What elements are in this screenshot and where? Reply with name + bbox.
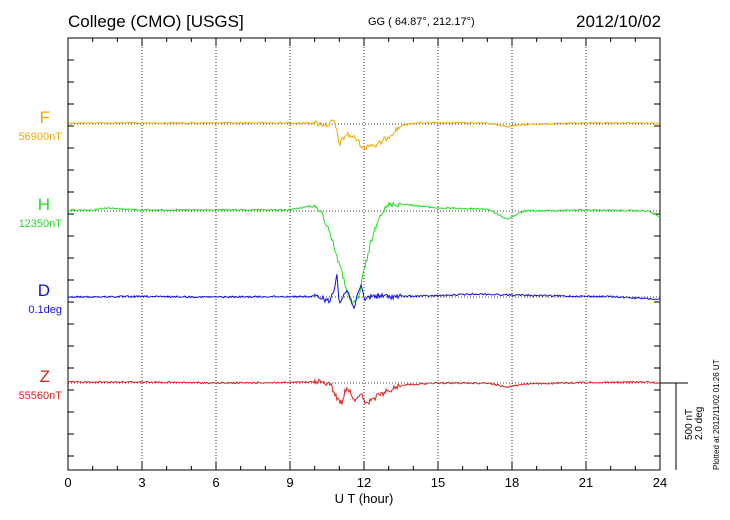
component-label-d: D bbox=[37, 281, 50, 300]
scale-bar bbox=[660, 382, 688, 470]
plot-date: 2012/10/02 bbox=[576, 12, 662, 31]
x-tick-label: 15 bbox=[431, 475, 445, 490]
scale-bar-deg: 2.0 deg bbox=[694, 406, 705, 440]
x-tick-label: 21 bbox=[579, 475, 593, 490]
x-tick-label: 3 bbox=[138, 475, 145, 490]
series-line-f bbox=[67, 119, 661, 151]
station-title: College (CMO) [USGS] bbox=[68, 12, 244, 31]
x-tick-label: 24 bbox=[653, 475, 667, 490]
station-coords: GG ( 64.87°, 212.17°) bbox=[368, 16, 475, 28]
component-label-h: H bbox=[37, 195, 50, 214]
x-tick-label: 9 bbox=[286, 475, 293, 490]
grid-lines bbox=[141, 38, 587, 470]
baseline-label-h: 12350nT bbox=[18, 218, 62, 230]
x-tick-label: 18 bbox=[505, 475, 519, 490]
baseline-label-f: 56900nT bbox=[18, 131, 62, 143]
baseline-label-z: 55560nT bbox=[18, 390, 62, 402]
series-group bbox=[67, 119, 661, 406]
series-line-h bbox=[67, 200, 661, 305]
x-tick-label: 0 bbox=[64, 475, 71, 490]
axis-ticks: 0 3 6 9 12 15 18 21 24 bbox=[64, 38, 667, 490]
x-axis-label: U T (hour) bbox=[335, 491, 394, 506]
component-label-z: Z bbox=[39, 367, 50, 386]
series-line-d bbox=[67, 274, 661, 310]
component-label-f: F bbox=[39, 108, 50, 127]
x-tick-label: 6 bbox=[212, 475, 219, 490]
series-line-z bbox=[67, 378, 661, 406]
x-tick-label: 12 bbox=[357, 475, 371, 490]
baseline-label-d: 0.1deg bbox=[28, 304, 62, 316]
plotted-timestamp: Plotted at 2012/11/02 01:26 UT bbox=[712, 359, 721, 470]
